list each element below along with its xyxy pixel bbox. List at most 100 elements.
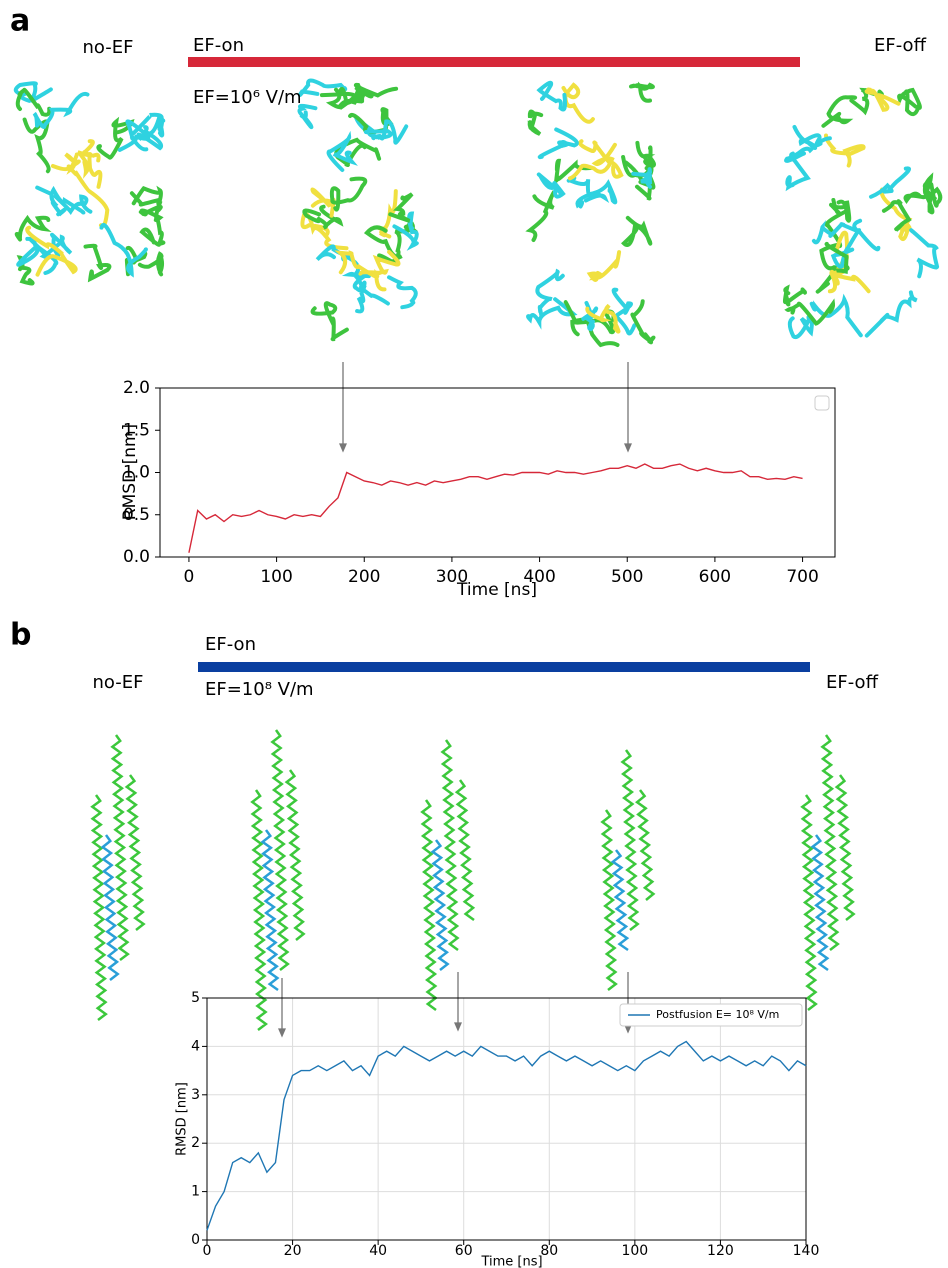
- protein-strand: [525, 190, 557, 242]
- y-axis-label: RMSD [nm]: [120, 424, 140, 520]
- protein-strand: [815, 241, 849, 294]
- protein-strand: [138, 200, 164, 222]
- protein-strand: [785, 151, 811, 192]
- legend-label: Postfusion E= 10⁸ V/m: [656, 1008, 779, 1021]
- protein-strand: [66, 164, 110, 229]
- protein-strand: [329, 176, 368, 212]
- protein-strand: [631, 167, 653, 189]
- protein-strand: [909, 228, 940, 279]
- protein-strand: [131, 112, 166, 138]
- protein-helix: [110, 734, 130, 961]
- protein-strand: [567, 142, 617, 181]
- protein-strand: [326, 130, 358, 172]
- protein-strand: [99, 222, 148, 278]
- arrow-head: [339, 443, 347, 453]
- protein-strand: [83, 243, 112, 283]
- protein-strand: [16, 255, 35, 286]
- protein-strand: [537, 127, 579, 160]
- y-tick-label: 4: [191, 1038, 200, 1054]
- protein-strand: [787, 315, 814, 339]
- protein-strand: [635, 140, 656, 171]
- protein-strand: [13, 81, 53, 104]
- rmsd-line: [206, 1040, 807, 1231]
- plot-frame: [159, 387, 836, 558]
- protein-strand: [535, 268, 565, 318]
- arrow-head: [624, 443, 632, 453]
- x-tick-label: 120: [707, 1243, 734, 1259]
- legend-box: [814, 395, 830, 411]
- x-tick-label: 140: [793, 1243, 820, 1259]
- arrow-head: [278, 1028, 286, 1038]
- y-tick-label: 5: [191, 990, 200, 1006]
- annotation: EF-off: [826, 672, 879, 693]
- y-tick-label: 1.0: [123, 463, 150, 483]
- protein-strand: [76, 150, 101, 179]
- protein-strand: [129, 185, 163, 207]
- ef-bar: [198, 662, 810, 672]
- protein-helix: [620, 749, 640, 931]
- protein-helix: [420, 799, 438, 1012]
- x-tick-label: 0: [203, 1243, 212, 1259]
- x-tick-label: 300: [436, 567, 468, 587]
- protein-strand: [392, 211, 419, 251]
- protein-strand: [864, 290, 918, 338]
- panel-label: a: [10, 4, 30, 39]
- y-tick-label: 1: [191, 1184, 200, 1200]
- annotation: EF-on: [193, 35, 244, 56]
- x-tick-label: 600: [699, 567, 731, 587]
- protein-strand: [585, 303, 621, 334]
- protein-strand: [561, 82, 595, 124]
- protein-strand: [782, 284, 808, 307]
- y-axis-label: RMSD [nm]: [175, 1082, 190, 1156]
- protein-strand: [821, 95, 858, 128]
- y-tick-label: 2: [191, 1135, 200, 1151]
- protein-strand: [388, 192, 414, 223]
- protein-strand: [363, 119, 409, 145]
- legend-box: [619, 1003, 803, 1027]
- protein-helix: [600, 809, 618, 991]
- protein-strand: [809, 293, 863, 338]
- protein-strand: [341, 270, 372, 293]
- x-tick-label: 400: [523, 567, 555, 587]
- protein-helix: [270, 729, 290, 971]
- annotation: EF-on: [205, 634, 256, 655]
- protein-helix: [820, 734, 840, 951]
- protein-helix: [284, 769, 306, 941]
- protein-strand: [792, 125, 823, 150]
- x-tick-label: 100: [621, 1243, 648, 1259]
- x-axis-label: Time [ns]: [480, 1255, 542, 1268]
- protein-helix: [800, 794, 818, 1011]
- protein-strand: [583, 179, 618, 205]
- protein-strand: [621, 215, 653, 247]
- protein-helix: [610, 849, 630, 952]
- protein-helix: [454, 779, 476, 922]
- protein-strand: [629, 81, 655, 103]
- protein-strand: [334, 250, 387, 292]
- protein-helix: [124, 774, 146, 931]
- protein-strand: [32, 91, 90, 130]
- protein-strand: [566, 175, 600, 209]
- protein-helix: [260, 829, 280, 992]
- protein-strand: [527, 109, 544, 136]
- annotation: EF-off: [874, 35, 927, 56]
- rmsd-line: [188, 463, 803, 553]
- protein-strand: [897, 87, 922, 117]
- arrow-head: [454, 1022, 462, 1032]
- x-tick-label: 80: [540, 1243, 558, 1259]
- x-tick-label: 60: [455, 1243, 473, 1259]
- protein-strand: [536, 172, 566, 199]
- y-tick-label: 3: [191, 1087, 200, 1103]
- protein-helix: [250, 789, 268, 1031]
- annotation: no-EF: [83, 37, 134, 58]
- protein-helix: [635, 789, 656, 901]
- protein-strand: [117, 119, 151, 152]
- annotation: EF=10⁶ V/m: [193, 87, 302, 108]
- protein-strand: [864, 87, 901, 112]
- x-tick-label: 100: [260, 567, 292, 587]
- protein-strand: [297, 103, 318, 130]
- protein-strand: [881, 199, 912, 232]
- protein-strand: [536, 80, 568, 112]
- y-tick-label: 1.5: [123, 420, 150, 440]
- protein-strand: [830, 228, 881, 269]
- protein-strand: [302, 204, 344, 230]
